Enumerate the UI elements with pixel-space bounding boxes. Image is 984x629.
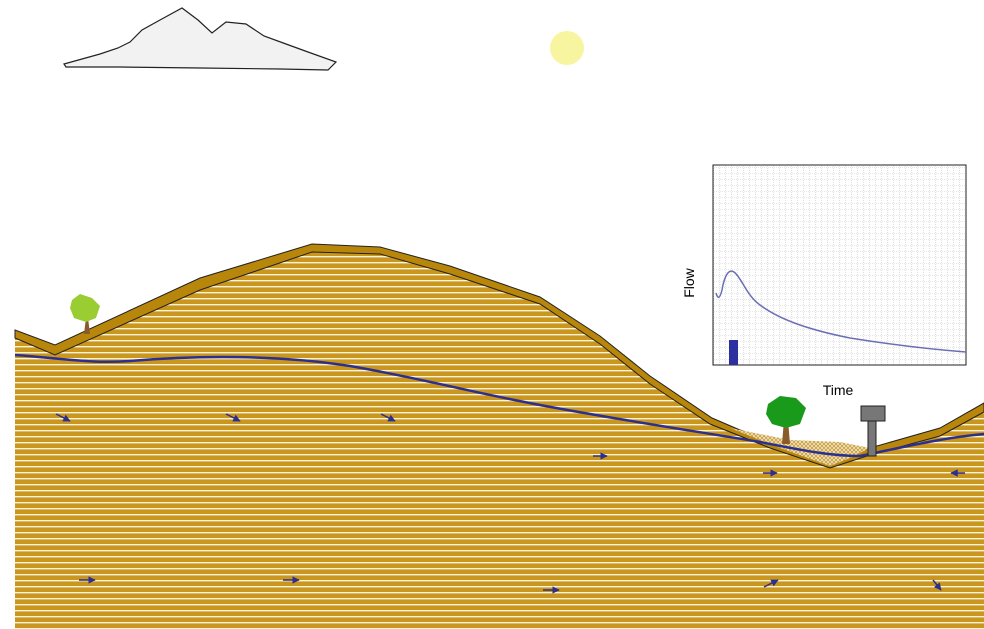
graph-frame [712,164,967,366]
stream-gauge [860,405,886,457]
ground [15,246,984,629]
y-axis-label: Flow [681,267,697,297]
large-tree [766,396,806,444]
small-tree [70,294,100,334]
rain-bar [729,340,738,365]
flow-curve [715,270,967,353]
sun [550,31,584,65]
x-axis-label: Time [823,382,854,398]
flow-arrows [55,413,965,594]
soil-crust [14,243,984,469]
water-table [14,353,984,458]
hydrograph: Time Flow [681,164,967,398]
wetland [730,428,870,466]
cloud [63,7,338,71]
